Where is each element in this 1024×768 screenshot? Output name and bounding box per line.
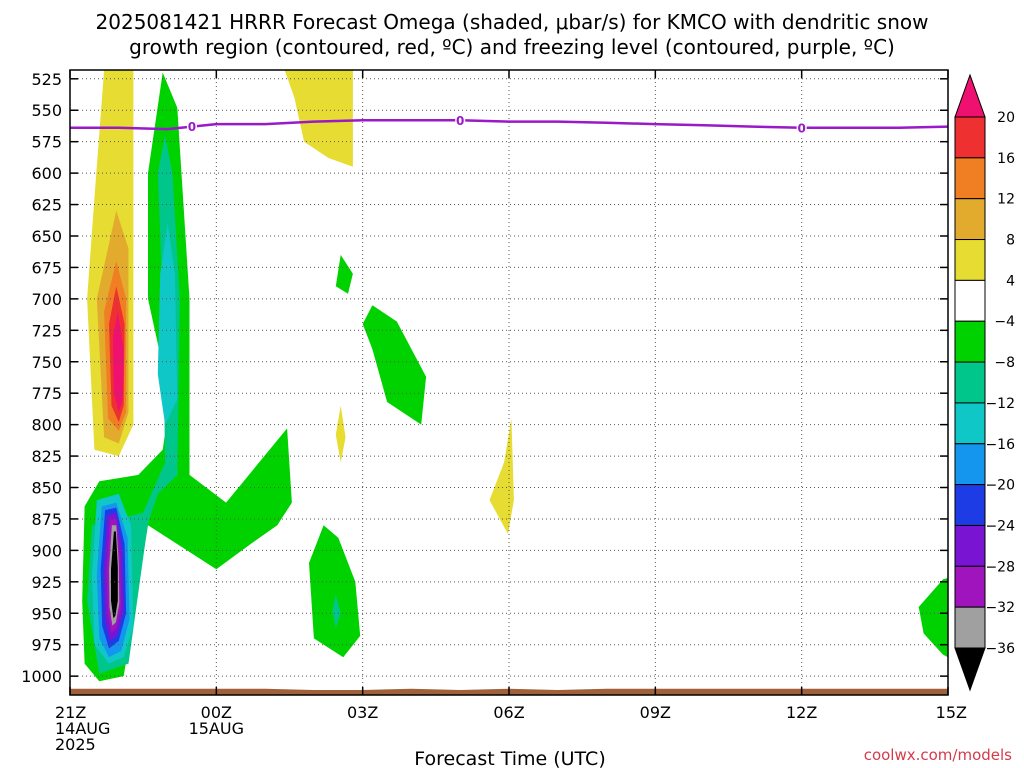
grid-lines — [70, 70, 948, 695]
freezing-level-label-2: 0 — [797, 121, 805, 135]
omega-region-7 — [489, 418, 514, 534]
x-axis-label: Forecast Time (UTC) — [414, 748, 605, 768]
freezing-label-bg-0 — [186, 118, 197, 135]
omega-region-22 — [111, 531, 118, 619]
colorbar-label-10: −24 — [985, 518, 1015, 534]
colorbar-bin-8 — [954, 443, 986, 486]
omega-region-9 — [335, 254, 353, 294]
colorbar-label-11: −28 — [985, 559, 1015, 575]
y-tick-label-17: 950 — [31, 604, 62, 623]
freezing-label-bg-2 — [796, 119, 807, 136]
omega-region-11 — [309, 525, 361, 658]
y-tick-label-5: 650 — [31, 227, 62, 246]
x-tick-label-1-1: 15AUG — [189, 719, 244, 738]
y-tick-label-8: 725 — [31, 321, 62, 340]
colorbar-label-9: −20 — [985, 478, 1015, 494]
colorbar-bin-12 — [954, 606, 986, 649]
colorbar-bin-0 — [954, 116, 986, 159]
y-tick-label-14: 875 — [31, 510, 62, 529]
y-tick-label-2: 575 — [31, 133, 62, 152]
colorbar-label-8: −16 — [985, 437, 1015, 453]
omega-region-15 — [157, 223, 178, 425]
x-tick-label-2-0: 03Z — [347, 703, 378, 722]
x-tick-label-1-0: 00Z — [201, 703, 232, 722]
credit-text[interactable]: coolwx.com/models — [864, 746, 1012, 764]
y-tick-label-7: 700 — [31, 290, 62, 309]
freezing-level-label-1: 0 — [456, 114, 464, 128]
y-tick-label-10: 775 — [31, 384, 62, 403]
y-tick-label-16: 925 — [31, 573, 62, 592]
colorbar-label-0: 20 — [997, 110, 1015, 126]
y-tick-label-3: 600 — [31, 164, 62, 183]
x-tick-label-3-0: 06Z — [493, 703, 524, 722]
omega-region-10 — [362, 305, 427, 425]
colorbar-label-7: −12 — [985, 396, 1015, 412]
colorbar-bin-7 — [954, 402, 986, 445]
y-tick-label-15: 900 — [31, 541, 62, 560]
omega-shaded-regions — [82, 70, 948, 682]
y-tick-label-12: 825 — [31, 447, 62, 466]
x-tick-label-4-0: 09Z — [640, 703, 671, 722]
omega-region-14 — [332, 594, 341, 629]
y-tick-label-0: 525 — [31, 70, 62, 89]
omega-region-5 — [284, 70, 353, 167]
colorbar-label-4: 4 — [1006, 273, 1015, 289]
colorbar-label-3: 8 — [1006, 233, 1015, 249]
x-tick-label-0-0: 21Z — [55, 703, 86, 722]
colorbar-bottom-triangle — [954, 647, 986, 692]
x-tick-label-5-0: 12Z — [786, 703, 817, 722]
colorbar-bin-9 — [954, 484, 986, 526]
y-tick-label-18: 975 — [31, 636, 62, 655]
colorbar-label-2: 12 — [997, 192, 1015, 208]
freezing-level-contour: 0 0 0 — [70, 112, 949, 136]
colorbar-bin-11 — [954, 565, 986, 608]
y-tick-label-1: 550 — [31, 101, 62, 120]
colorbar-label-12: −32 — [985, 600, 1015, 616]
colorbar-label-1: 16 — [997, 151, 1015, 167]
y-tick-label-13: 850 — [31, 479, 62, 498]
x-tick-label-0-2: 2025 — [55, 735, 96, 754]
colorbar-label-13: −36 — [985, 641, 1015, 657]
y-tick-label-19: 1000 — [21, 667, 62, 686]
colorbar-label-5: −4 — [994, 314, 1015, 330]
colorbar: 20 16 12 8 4 −4 −8 −12 −16 −20 −24 −28 −32 −36 — [954, 73, 1015, 692]
omega-region-12 — [918, 578, 948, 658]
colorbar-bin-5 — [954, 320, 986, 363]
chart-title-line-1: 2025081421 HRRR Forecast Omega (shaded, … — [96, 10, 929, 34]
freezing-level-label-0: 0 — [188, 120, 196, 134]
y-tick-label-9: 750 — [31, 353, 62, 372]
colorbar-bin-4 — [954, 279, 986, 322]
omega-region-6 — [335, 405, 346, 463]
colorbar-top-triangle — [954, 73, 986, 118]
chart-title-line-2: growth region (contoured, red, ºC) and f… — [129, 35, 895, 59]
colorbar-label-6: −8 — [994, 355, 1015, 371]
y-tick-label-4: 625 — [31, 196, 62, 215]
colorbar-bin-6 — [954, 361, 986, 404]
colorbar-bin-1 — [954, 157, 986, 200]
x-tick-label-0-1: 14AUG — [55, 719, 110, 738]
y-tick-label-11: 800 — [31, 416, 62, 435]
x-tick-label-6-0: 15Z — [936, 703, 967, 722]
colorbar-bin-2 — [954, 198, 986, 241]
colorbar-bin-10 — [954, 524, 986, 567]
y-tick-label-6: 675 — [31, 258, 62, 277]
colorbar-bin-3 — [954, 239, 986, 281]
y-axis: 525 550 575 600 625 650 675 700 725 750 775 800 825 8… — [21, 70, 948, 686]
freezing-label-bg-1 — [455, 112, 466, 129]
